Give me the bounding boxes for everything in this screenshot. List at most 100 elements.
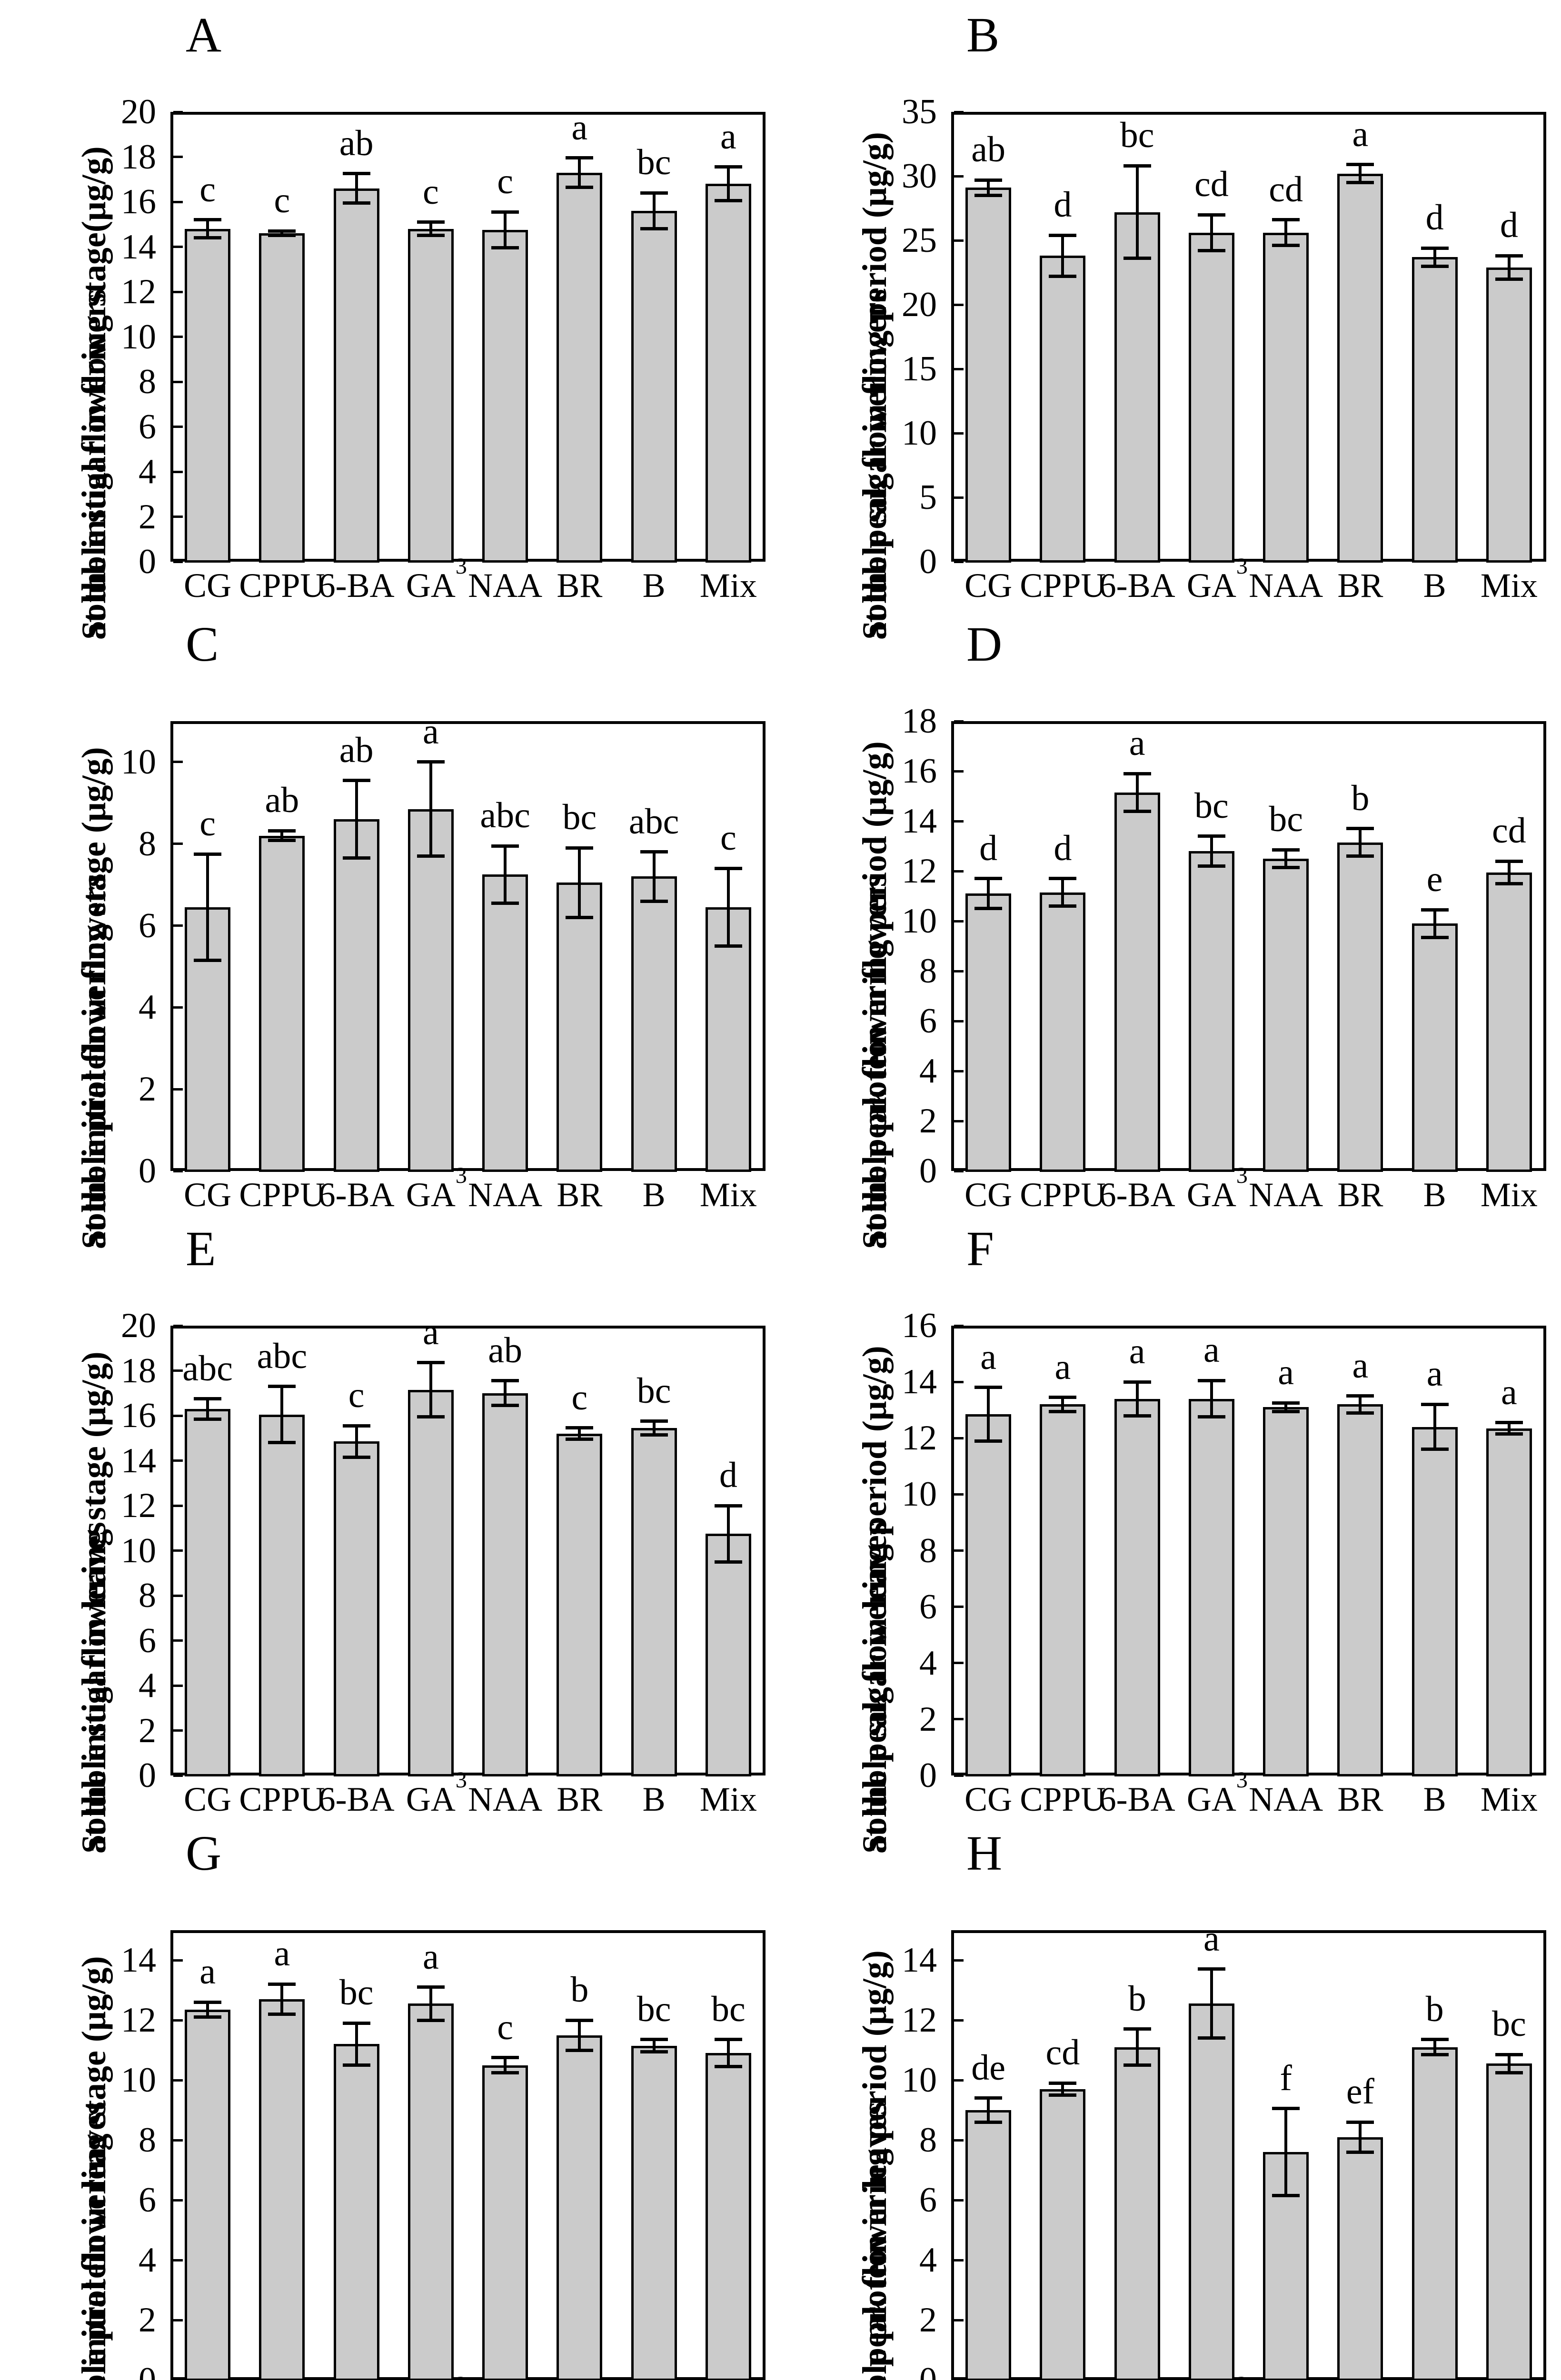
y-tick-label: 0 xyxy=(919,542,937,581)
x-tick-label: BR xyxy=(557,1176,603,1214)
error-bar-line xyxy=(355,1426,358,1458)
panel-letter: A xyxy=(186,8,222,62)
y-tick-label: 10 xyxy=(902,902,937,941)
significance-letter: bc xyxy=(1120,115,1154,156)
significance-letter: cd xyxy=(1269,169,1303,209)
error-bar-cap-bottom xyxy=(268,2012,296,2016)
y-axis-tick xyxy=(173,1459,183,1462)
y-axis-tick xyxy=(954,2319,964,2321)
y-axis-tick xyxy=(954,1120,964,1122)
y-tick-label: 0 xyxy=(919,1756,937,1795)
y-tick-label: 10 xyxy=(121,317,156,357)
panel-letter: C xyxy=(186,617,219,672)
significance-letter: ab xyxy=(339,730,374,770)
error-bar-cap-bottom xyxy=(566,1438,594,1441)
y-tick-label: 12 xyxy=(121,2001,156,2040)
x-tick-label: BR xyxy=(1337,1780,1383,1818)
error-bar-cap-top xyxy=(342,779,370,783)
error-bar-line xyxy=(1061,235,1064,277)
y-tick-label: 6 xyxy=(139,1621,156,1660)
x-tick-label: B xyxy=(642,1780,666,1818)
y-tick-label: 6 xyxy=(139,407,156,446)
y-tick-label: 0 xyxy=(919,1151,937,1190)
y-tick-label: 14 xyxy=(902,802,937,841)
y-axis-tick xyxy=(954,1662,964,1665)
error-bar-cap-bottom xyxy=(342,1455,370,1459)
y-tick-label: 18 xyxy=(902,702,937,741)
error-bar-cap-bottom xyxy=(1421,264,1449,268)
y-axis-tick xyxy=(173,761,183,764)
significance-letter: a xyxy=(1203,1918,1220,1959)
significance-letter: bc xyxy=(636,1370,671,1411)
error-bar-line xyxy=(726,167,730,201)
significance-letter: a xyxy=(1129,723,1145,764)
bar xyxy=(557,883,603,1172)
y-tick-label: 16 xyxy=(121,1396,156,1435)
error-bar-cap-top xyxy=(491,2056,519,2060)
error-bar-cap-top xyxy=(268,1982,296,1986)
bar xyxy=(408,1389,454,1776)
y-tick-label: 10 xyxy=(121,2061,156,2100)
bar xyxy=(631,876,677,1172)
error-bar-line xyxy=(1284,2108,1288,2196)
bar xyxy=(1412,923,1458,1172)
y-axis-tick xyxy=(954,2019,964,2022)
y-tick-label: 16 xyxy=(902,752,937,791)
x-tick-label: NAA xyxy=(1249,1176,1323,1214)
x-tick-label: B xyxy=(1423,1780,1446,1818)
significance-letter: cd xyxy=(1194,164,1229,204)
y-axis-tick xyxy=(173,1006,183,1009)
error-bar-line xyxy=(504,212,507,248)
error-bar-cap-top xyxy=(1495,254,1523,258)
y-tick-label: 14 xyxy=(121,1941,156,1980)
x-tick-label: CPPU xyxy=(1020,1176,1106,1214)
error-bar-cap-top xyxy=(194,2000,222,2004)
x-tick-label: GA 3 xyxy=(406,554,467,605)
x-tick-label: NAA xyxy=(468,566,543,605)
bar xyxy=(631,210,677,563)
error-bar-line xyxy=(1210,836,1213,866)
error-bar-cap-top xyxy=(566,156,594,160)
y-tick-label: 20 xyxy=(121,1306,156,1345)
significance-letter: b xyxy=(570,1970,589,2010)
significance-letter: d xyxy=(1425,198,1444,238)
error-bar-cap-bottom xyxy=(640,899,668,903)
error-bar-line xyxy=(726,1506,730,1562)
y-axis-tick xyxy=(954,1959,964,1962)
significance-letter: d xyxy=(719,1455,737,1495)
y-axis-tick xyxy=(954,560,964,563)
bar xyxy=(631,1428,677,1776)
significance-letter: bc xyxy=(339,1973,374,2013)
x-tick-label: GA 3 xyxy=(1186,1163,1248,1214)
y-axis-tick xyxy=(173,1324,183,1327)
error-bar-cap-bottom xyxy=(1123,1414,1151,1418)
y-axis-tick xyxy=(954,2259,964,2261)
bar xyxy=(1412,1427,1458,1776)
error-bar-cap-top xyxy=(1346,2120,1374,2124)
error-bar-cap-top xyxy=(1421,246,1449,250)
error-bar-cap-top xyxy=(268,829,296,833)
error-bar-cap-bottom xyxy=(1272,865,1300,869)
bar xyxy=(1114,212,1160,563)
x-tick-label: CG xyxy=(184,566,232,605)
y-axis-tick xyxy=(954,1718,964,1721)
error-bar-cap-top xyxy=(1049,2081,1077,2085)
y-axis-tick xyxy=(173,200,183,203)
y-axis-tick xyxy=(954,770,964,773)
bar xyxy=(408,2003,454,2380)
significance-letter: a xyxy=(1203,1330,1220,1370)
panel-e: E Soluble sugar in leaves at the initial f… xyxy=(0,1214,780,1854)
bar xyxy=(1486,1428,1532,1776)
error-bar-line xyxy=(429,762,432,856)
error-bar-cap-bottom xyxy=(714,944,742,948)
error-bar-cap-bottom xyxy=(714,2065,742,2069)
x-tick-label: Mix xyxy=(1480,1780,1538,1818)
significance-letter: b xyxy=(1128,1978,1146,2019)
error-bar-cap-top xyxy=(1495,859,1523,863)
panel-letter: G xyxy=(186,1826,222,1881)
error-bar-line xyxy=(1135,2029,1139,2065)
y-tick-label: 20 xyxy=(902,285,937,324)
error-bar-cap-bottom xyxy=(566,2048,594,2052)
error-bar-cap-bottom xyxy=(1197,2036,1225,2040)
x-tick-label: 6-BA xyxy=(1099,566,1175,605)
